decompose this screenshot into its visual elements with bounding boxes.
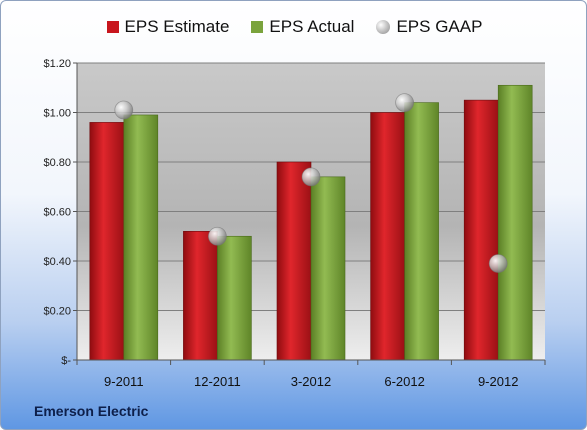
point-eps-gaap	[114, 100, 134, 120]
bar-eps-actual	[123, 114, 159, 361]
y-tick-label: $-	[61, 355, 71, 367]
bars	[89, 84, 533, 361]
bar-eps-actual	[310, 176, 346, 361]
bar-eps-actual	[217, 235, 252, 361]
x-tick-label: 3-2012	[291, 374, 331, 389]
point-eps-gaap	[301, 167, 321, 187]
legend-item-actual: EPS Actual	[251, 17, 354, 37]
point-eps-gaap	[395, 93, 415, 112]
bar-eps-estimate	[89, 122, 125, 361]
x-tick-label: 9-2012	[478, 374, 518, 389]
x-tick-label: 6-2012	[384, 374, 424, 389]
legend-swatch-estimate	[106, 21, 119, 33]
company-name: Emerson Electric	[34, 403, 149, 419]
point-eps-gaap	[488, 254, 508, 273]
bar-eps-estimate	[463, 99, 499, 361]
legend-item-gaap: EPS GAAP	[376, 17, 482, 37]
legend-dot-gaap	[376, 20, 391, 34]
y-tick-label: $0.40	[43, 256, 71, 268]
y-tick-label: $1.20	[43, 58, 71, 70]
y-tick-label: $1.00	[43, 108, 71, 120]
legend: EPS Estimate EPS Actual EPS GAAP	[1, 17, 586, 37]
legend-label-gaap: EPS GAAP	[396, 17, 483, 36]
bar-eps-actual	[404, 102, 439, 361]
x-tick-label: 12-2011	[194, 374, 241, 389]
bar-eps-estimate	[276, 161, 312, 361]
y-axis-ticks: $- $0.20 $0.40 $0.60 $0.80 $1.00 $1.20	[43, 58, 78, 367]
y-tick-label: $0.60	[43, 207, 71, 219]
y-tick-label: $0.80	[43, 157, 71, 169]
legend-item-estimate: EPS Estimate	[106, 17, 230, 37]
bar-eps-actual	[497, 84, 533, 361]
bar-eps-estimate	[183, 231, 218, 361]
x-tick-label: 9-2011	[104, 374, 144, 389]
legend-label-estimate: EPS Estimate	[124, 17, 230, 36]
bar-eps-estimate	[370, 112, 405, 361]
x-axis-ticks: 9-2011 12-2011 3-2012 6-2012 9-2012	[76, 359, 546, 389]
legend-swatch-actual	[251, 21, 264, 33]
gaap-points	[114, 93, 508, 273]
y-tick-label: $0.20	[43, 306, 71, 318]
legend-label-actual: EPS Actual	[269, 17, 355, 36]
point-eps-gaap	[207, 226, 227, 246]
